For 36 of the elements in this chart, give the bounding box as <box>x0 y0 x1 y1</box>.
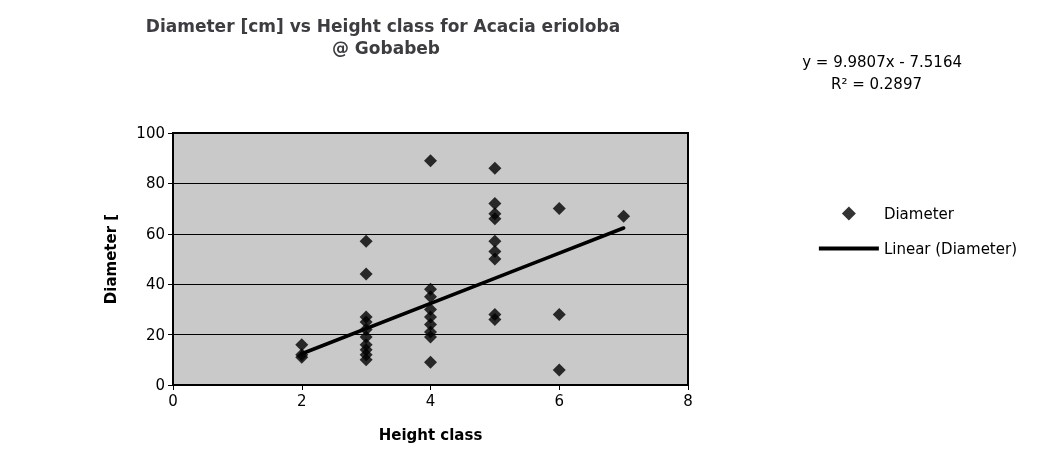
point <box>488 197 502 211</box>
point <box>359 353 373 367</box>
x-tick-label: 6 <box>554 391 565 410</box>
point <box>488 252 502 266</box>
y-tick-label: 40 <box>145 275 165 294</box>
point <box>424 330 437 344</box>
point <box>617 209 631 223</box>
y-tick-label: 100 <box>136 124 165 142</box>
point <box>552 202 566 216</box>
y-tick-label: 60 <box>145 224 165 243</box>
point <box>295 338 309 352</box>
point <box>552 363 566 377</box>
point <box>488 212 502 226</box>
point <box>488 312 502 326</box>
text: R² = 0.2897 <box>830 74 923 93</box>
legend-label: Diameter <box>883 204 955 223</box>
chart-title: Diameter [cm] vs Height class for Acacia erioloba @ Gobabeb <box>145 16 621 58</box>
point <box>359 267 373 281</box>
y-axis-title: Diameter [ <box>101 213 120 305</box>
x-tick-label: 8 <box>683 391 693 410</box>
point <box>488 234 502 248</box>
point <box>359 234 373 248</box>
text: y = 9.9807x - 7.5164 <box>802 52 962 71</box>
y-tick-label: 20 <box>145 325 165 344</box>
x-axis-title: Height class <box>378 425 483 444</box>
point <box>424 290 437 304</box>
y-tick-label: 0 <box>155 376 165 394</box>
point <box>488 161 502 175</box>
x-tick-label: 0 <box>168 391 178 410</box>
x-tick-label: 4 <box>425 391 436 410</box>
point <box>424 154 437 168</box>
point <box>552 307 566 321</box>
legend-label: Linear (Diameter) <box>883 239 1018 258</box>
x-tick-label: 2 <box>296 391 307 410</box>
point <box>424 355 437 369</box>
y-tick-label: 80 <box>145 174 165 193</box>
